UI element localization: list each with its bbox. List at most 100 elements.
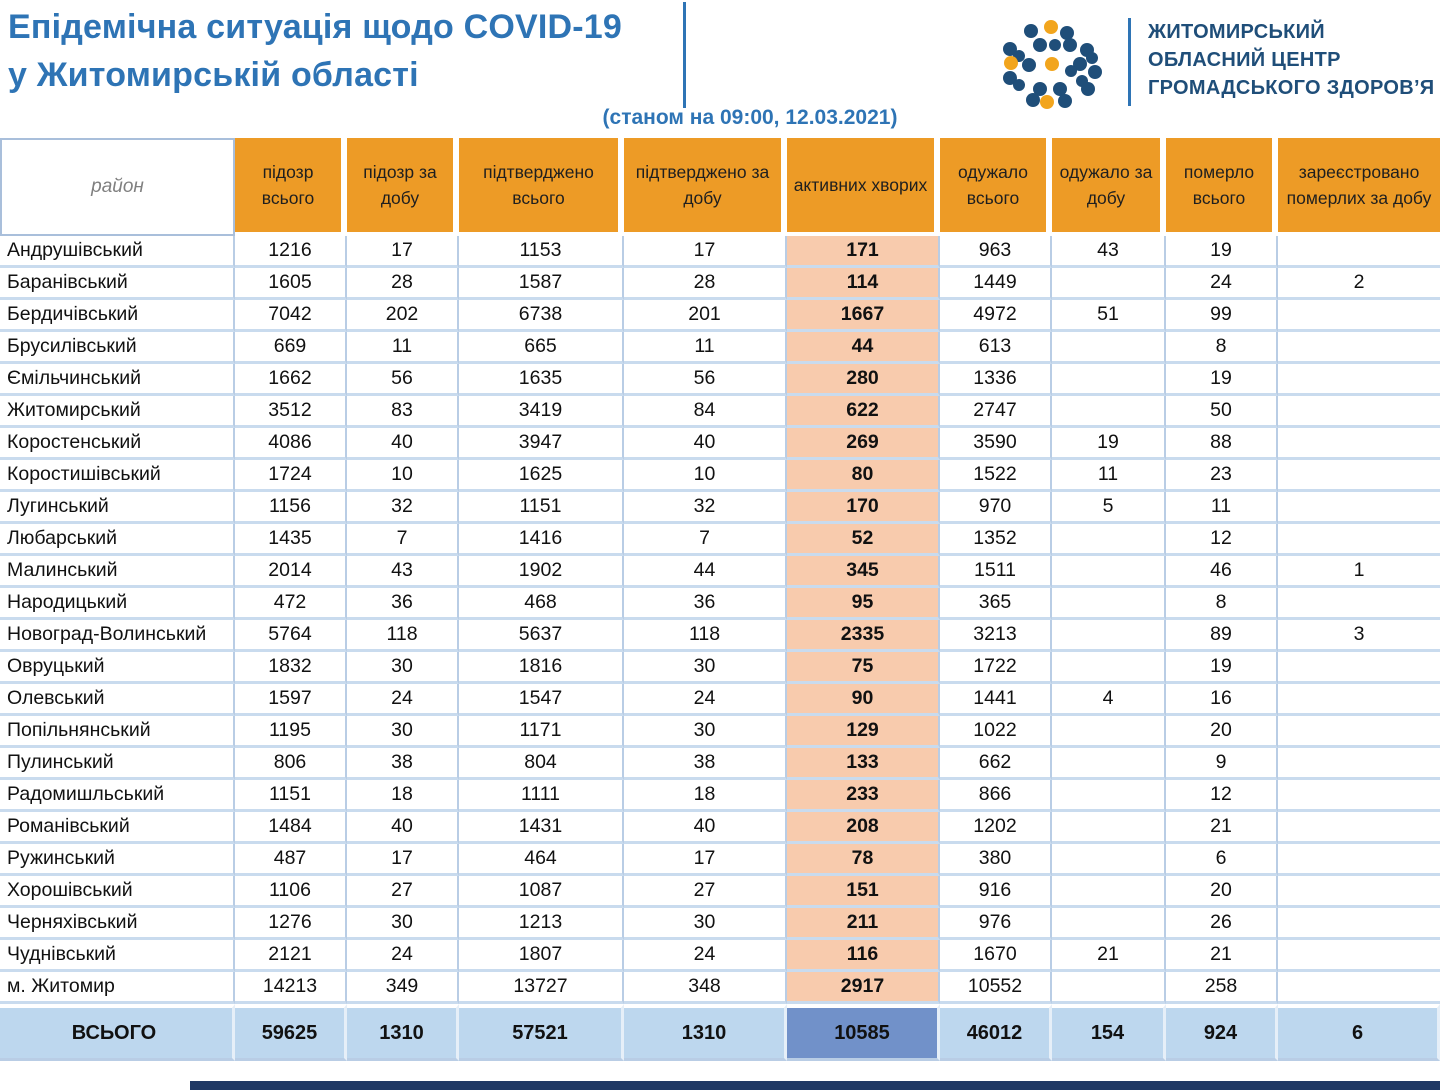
value-cell: 662 bbox=[940, 748, 1052, 780]
value-cell bbox=[1278, 492, 1440, 524]
value-cell: 10 bbox=[347, 460, 459, 492]
value-cell: 3512 bbox=[235, 396, 347, 428]
table-row: Пулинський 806 38 804 38 133 662 9 bbox=[0, 748, 1440, 780]
value-cell bbox=[1278, 652, 1440, 684]
value-cell: 1022 bbox=[940, 716, 1052, 748]
district-name-cell: Андрушівський bbox=[0, 236, 235, 268]
value-cell: 1216 bbox=[235, 236, 347, 268]
value-cell: 1416 bbox=[459, 524, 624, 556]
value-cell: 1547 bbox=[459, 684, 624, 716]
value-cell: 1587 bbox=[459, 268, 624, 300]
value-cell: 11 bbox=[347, 332, 459, 364]
value-cell: 20 bbox=[1166, 876, 1278, 908]
column-header: підтверджено за добу bbox=[624, 138, 787, 236]
value-cell: 6 bbox=[1278, 1004, 1440, 1061]
table-row: Ружинський 487 17 464 17 78 380 6 bbox=[0, 844, 1440, 876]
district-name-cell: Романівський bbox=[0, 812, 235, 844]
value-cell: 7 bbox=[624, 524, 787, 556]
value-cell: 17 bbox=[347, 236, 459, 268]
org-name-line3: ГРОМАДСЬКОГО ЗДОРОВ’Я bbox=[1148, 77, 1435, 99]
district-name-cell: Любарський bbox=[0, 524, 235, 556]
value-cell: 11 bbox=[1052, 460, 1166, 492]
value-cell: 3213 bbox=[940, 620, 1052, 652]
value-cell: 669 bbox=[235, 332, 347, 364]
value-cell: 6 bbox=[1166, 844, 1278, 876]
value-cell: 348 bbox=[624, 972, 787, 1004]
value-cell: 468 bbox=[459, 588, 624, 620]
value-cell: 84 bbox=[624, 396, 787, 428]
table-row: Олевський 1597 24 1547 24 90 1441 4 16 bbox=[0, 684, 1440, 716]
table-row: Баранівський 1605 28 1587 28 114 1449 24 2 bbox=[0, 268, 1440, 300]
value-cell: 970 bbox=[940, 492, 1052, 524]
value-cell: 27 bbox=[347, 876, 459, 908]
table-row: Новоград-Волинський 5764 118 5637 118 2335 321… bbox=[0, 620, 1440, 652]
value-cell bbox=[1278, 300, 1440, 332]
value-cell: 1722 bbox=[940, 652, 1052, 684]
value-cell bbox=[1278, 332, 1440, 364]
value-cell: 5 bbox=[1052, 492, 1166, 524]
org-name-line1: ЖИТОМИРСЬКИЙ bbox=[1148, 21, 1325, 43]
value-cell: 18 bbox=[347, 780, 459, 812]
logo-divider bbox=[1128, 18, 1131, 106]
value-cell bbox=[1052, 844, 1166, 876]
value-cell: 613 bbox=[940, 332, 1052, 364]
value-cell: 40 bbox=[347, 428, 459, 460]
total-active-cases-cell: 10585 bbox=[787, 1004, 940, 1061]
value-cell: 19 bbox=[1052, 428, 1166, 460]
active-cases-cell: 170 bbox=[787, 492, 940, 524]
column-header: померло всього bbox=[1166, 138, 1278, 236]
value-cell: 2121 bbox=[235, 940, 347, 972]
district-name-cell: Черняхівський bbox=[0, 908, 235, 940]
value-cell: 36 bbox=[347, 588, 459, 620]
value-cell bbox=[1278, 844, 1440, 876]
value-cell bbox=[1052, 620, 1166, 652]
value-cell: 349 bbox=[347, 972, 459, 1004]
value-cell: 3419 bbox=[459, 396, 624, 428]
district-name-cell: Попільнянський bbox=[0, 716, 235, 748]
value-cell: 30 bbox=[347, 652, 459, 684]
value-cell: 1151 bbox=[459, 492, 624, 524]
district-name-cell: Баранівський bbox=[0, 268, 235, 300]
value-cell bbox=[1052, 748, 1166, 780]
value-cell: 30 bbox=[624, 908, 787, 940]
value-cell bbox=[1278, 748, 1440, 780]
value-cell bbox=[1052, 716, 1166, 748]
value-cell: 12 bbox=[1166, 524, 1278, 556]
value-cell bbox=[1278, 716, 1440, 748]
value-cell: 13727 bbox=[459, 972, 624, 1004]
value-cell: 1195 bbox=[235, 716, 347, 748]
value-cell: 665 bbox=[459, 332, 624, 364]
district-name-cell: Новоград-Волинський bbox=[0, 620, 235, 652]
value-cell: 12 bbox=[1166, 780, 1278, 812]
value-cell bbox=[1278, 876, 1440, 908]
value-cell: 24 bbox=[347, 684, 459, 716]
value-cell: 38 bbox=[624, 748, 787, 780]
column-header: активних хворих bbox=[787, 138, 940, 236]
value-cell: 14213 bbox=[235, 972, 347, 1004]
value-cell: 4972 bbox=[940, 300, 1052, 332]
page-header: Епідемічна ситуація щодо COVID-19 у Жито… bbox=[0, 0, 1440, 138]
value-cell: 23 bbox=[1166, 460, 1278, 492]
district-name-cell: Коростишівський bbox=[0, 460, 235, 492]
value-cell: 1902 bbox=[459, 556, 624, 588]
active-cases-cell: 151 bbox=[787, 876, 940, 908]
table-row: Любарський 1435 7 1416 7 52 1352 12 bbox=[0, 524, 1440, 556]
active-cases-cell: 44 bbox=[787, 332, 940, 364]
value-cell: 1156 bbox=[235, 492, 347, 524]
value-cell: 118 bbox=[347, 620, 459, 652]
table-row: Коростенський 4086 40 3947 40 269 3590 19 88 bbox=[0, 428, 1440, 460]
value-cell: 1310 bbox=[624, 1004, 787, 1061]
district-name-cell: Коростенський bbox=[0, 428, 235, 460]
district-name-cell: Народицький bbox=[0, 588, 235, 620]
total-label-cell: ВСЬОГО bbox=[0, 1004, 235, 1061]
value-cell: 154 bbox=[1052, 1004, 1166, 1061]
value-cell: 2014 bbox=[235, 556, 347, 588]
table-row: Овруцький 1832 30 1816 30 75 1722 19 bbox=[0, 652, 1440, 684]
active-cases-cell: 116 bbox=[787, 940, 940, 972]
table-row: Андрушівський 1216 17 1153 17 171 963 43 19 bbox=[0, 236, 1440, 268]
value-cell bbox=[1052, 876, 1166, 908]
value-cell bbox=[1052, 972, 1166, 1004]
value-cell: 56 bbox=[347, 364, 459, 396]
value-cell: 24 bbox=[624, 940, 787, 972]
value-cell: 4 bbox=[1052, 684, 1166, 716]
